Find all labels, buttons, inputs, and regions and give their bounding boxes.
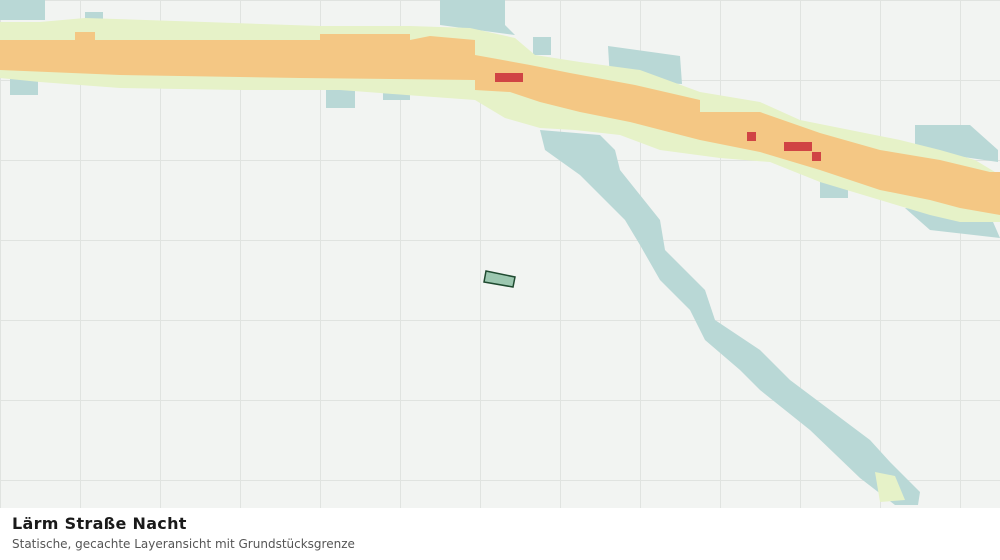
layer-title: Lärm Straße Nacht [12, 514, 187, 533]
layer-subtitle: Statische, gecachte Layeransicht mit Gru… [12, 537, 355, 551]
noise-teal [533, 37, 551, 55]
noise-green [875, 472, 905, 502]
noise-teal [0, 0, 45, 20]
noise-red [784, 142, 812, 151]
noise-teal [440, 0, 515, 35]
noise-teal [10, 78, 38, 95]
noise-teal [326, 85, 355, 108]
noise-teal [540, 130, 920, 505]
noise-red [747, 132, 756, 141]
noise-layer [0, 0, 1000, 505]
parcel-boundary [483, 270, 516, 288]
map [0, 0, 1000, 508]
noise-orange [0, 32, 1000, 215]
info-panel: Lärm Straße Nacht Statische, gecachte La… [0, 508, 1000, 560]
noise-red [495, 73, 523, 82]
noise-red [812, 152, 821, 161]
